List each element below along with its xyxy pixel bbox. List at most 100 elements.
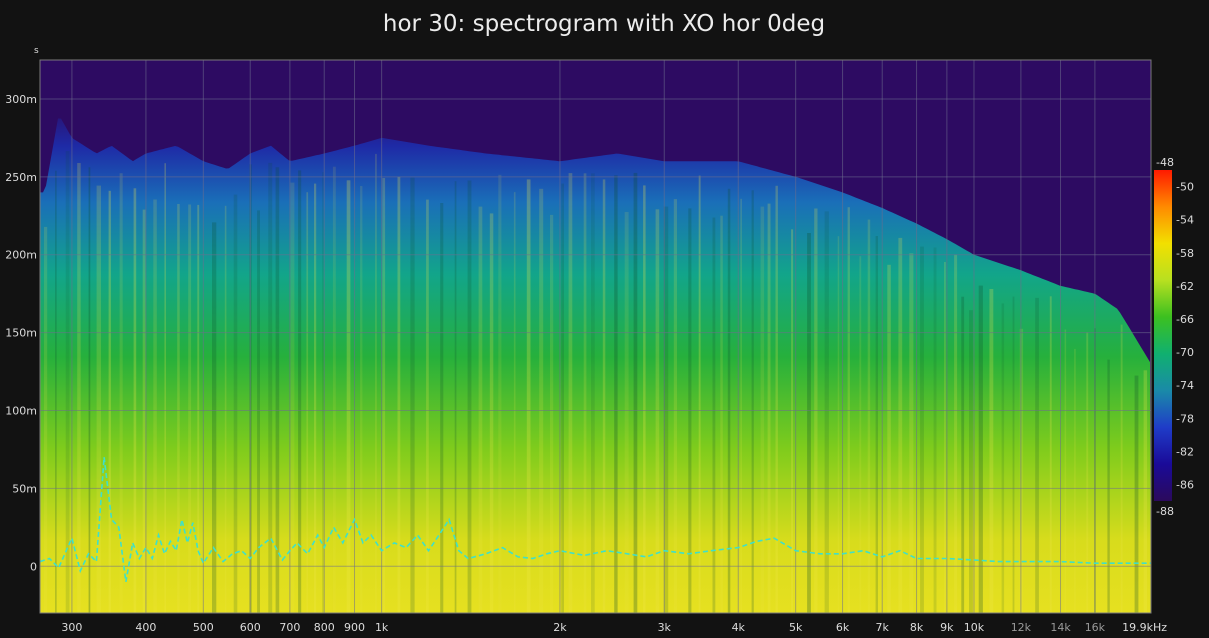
y-tick-label: 0	[30, 560, 37, 573]
resonance-streak	[233, 194, 238, 613]
x-tick-label: 600	[240, 621, 261, 634]
colorbar: -48-50 -54 -58 -62 -66 -70 -74 -78 -82 -86 -88	[1154, 156, 1194, 518]
colorbar-label: -66	[1176, 313, 1194, 326]
x-tick-label: 7k	[876, 621, 890, 634]
resonance-streak	[360, 186, 363, 613]
colorbar-label: -78	[1176, 412, 1194, 425]
colorbar-label: -62	[1176, 280, 1194, 293]
resonance-streak	[909, 253, 914, 613]
resonance-streak	[153, 199, 157, 613]
resonance-streak	[410, 177, 415, 613]
resonance-streak	[440, 203, 444, 613]
resonance-streak	[332, 166, 336, 613]
colorbar-label: -70	[1176, 346, 1194, 359]
x-tick-label: 400	[135, 621, 156, 634]
resonance-streak	[133, 188, 137, 613]
resonance-streak	[498, 174, 502, 613]
resonance-streak	[614, 175, 618, 613]
resonance-streak	[920, 246, 924, 613]
resonance-streak	[655, 209, 660, 613]
resonance-streak	[859, 256, 862, 613]
resonance-streak	[197, 204, 200, 613]
x-tick-label: 16k	[1085, 621, 1106, 634]
x-tick-label: 700	[279, 621, 300, 634]
resonance-streak	[824, 211, 829, 613]
resonance-streak	[961, 296, 965, 613]
resonance-streak	[791, 229, 794, 613]
y-axis: 300m 250m 200m 150m 100m 50m 0	[5, 93, 37, 573]
resonance-streak	[164, 163, 166, 613]
resonance-streak	[898, 237, 903, 613]
resonance-streak	[55, 170, 57, 613]
colorbar-label: -86	[1176, 478, 1194, 491]
resonance-streak	[322, 172, 324, 613]
colorbar-scale	[1154, 170, 1172, 501]
resonance-streak	[88, 167, 91, 613]
resonance-streak	[119, 173, 123, 613]
resonance-streak	[1064, 329, 1067, 613]
resonance-streak	[188, 204, 192, 613]
resonance-streak	[1107, 359, 1110, 613]
resonance-streak	[867, 219, 871, 613]
resonance-streak	[1134, 375, 1139, 613]
resonance-streak	[526, 179, 531, 613]
x-tick-label: 19.9kHz	[1122, 621, 1167, 634]
resonance-streak	[257, 210, 260, 613]
resonance-streak	[633, 172, 638, 613]
colorbar-label: -82	[1176, 445, 1194, 458]
resonance-streak	[1143, 370, 1148, 613]
resonance-streak	[751, 190, 754, 613]
resonance-streak	[663, 206, 669, 613]
plot-area	[39, 59, 1152, 614]
y-tick-label: 150m	[5, 327, 37, 340]
resonance-streak	[954, 254, 958, 613]
resonance-streak	[875, 236, 878, 613]
resonance-streak	[467, 180, 472, 613]
resonance-streak	[933, 247, 937, 613]
resonance-streak	[550, 214, 554, 613]
resonance-streak	[1074, 348, 1076, 613]
x-tick-label: 4k	[732, 621, 746, 634]
resonance-streak	[382, 178, 386, 613]
y-tick-label: 50m	[12, 482, 37, 495]
colorbar-label: -88	[1156, 505, 1174, 518]
chart-title: hor 30: spectrogram with XO hor 0deg	[383, 11, 825, 37]
resonance-streak	[602, 179, 606, 613]
resonance-streak	[513, 192, 516, 613]
x-tick-label: 500	[193, 621, 214, 634]
resonance-streak	[489, 213, 494, 613]
resonance-streak	[77, 163, 81, 613]
resonance-streak	[1120, 324, 1123, 613]
colorbar-label: -48	[1156, 156, 1174, 169]
resonance-streak	[96, 185, 101, 613]
resonance-streak	[375, 153, 377, 613]
series-line	[40, 457, 1151, 582]
y-axis-unit: s	[34, 46, 39, 56]
resonance-streak	[720, 215, 723, 613]
colorbar-label: -58	[1176, 247, 1194, 260]
resonance-streak	[727, 188, 731, 613]
resonance-streak	[478, 206, 483, 613]
resonance-streak	[591, 173, 595, 613]
resonance-streak	[224, 205, 227, 613]
colorbar-label: -54	[1176, 214, 1194, 227]
x-tick-label: 6k	[836, 621, 850, 634]
resonance-streak	[65, 151, 70, 613]
x-tick-label: 900	[344, 621, 365, 634]
resonance-streak	[177, 204, 180, 613]
resonance-streak	[1049, 296, 1052, 613]
resonance-streak	[268, 162, 273, 613]
y-tick-label: 200m	[5, 249, 37, 262]
resonance-streak	[1086, 332, 1089, 613]
resonance-streak	[807, 233, 811, 613]
colorbar-label: -50	[1176, 181, 1194, 194]
resonance-streak	[290, 182, 295, 613]
resonance-streak	[212, 222, 217, 613]
resonance-streak	[1035, 297, 1039, 613]
resonance-streak	[989, 289, 994, 613]
resonance-streak	[568, 173, 573, 613]
x-axis: 300 400 500 600 700 800 900 1k 2k 3k 4k 5k 6k 7k 8k 9k 1…	[61, 621, 1167, 634]
resonance-streak	[1019, 328, 1024, 613]
resonance-streak	[673, 199, 677, 613]
